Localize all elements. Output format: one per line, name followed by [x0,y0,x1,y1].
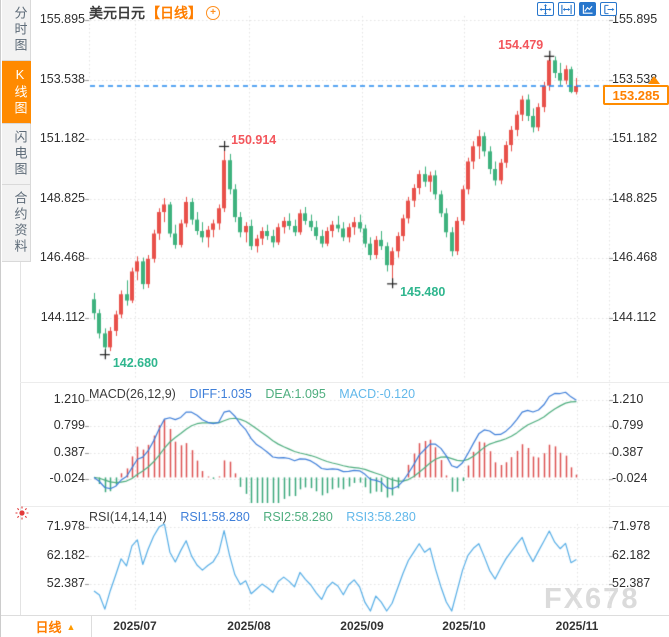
chart-title: 美元日元 【日线】 + [89,3,220,23]
period-tag: 【日线】 [146,5,202,21]
axis-label: 0.387 [53,444,85,459]
period-selector-label: 日线 [35,620,62,635]
macd-hist-value: MACD:-0.120 [339,387,416,401]
time-axis-bar: 日线 ▲ 2025/07 2025/08 2025/09 2025/10 202… [1,615,669,637]
axis-label: 0.799 [53,418,85,433]
axis-label: 1.210 [612,392,644,406]
period-selector-arrow-icon: ▲ [66,621,76,632]
period-selector[interactable]: 日线 ▲ [20,616,92,637]
symbol-name: 美元日元 [89,5,145,21]
date-label: 2025/08 [227,619,271,633]
axis-label: 151.182 [39,131,85,146]
rsi1-value: RSI1:58.280 [180,510,250,524]
price-annotation: 145.480 [400,285,446,300]
price-annotation: 154.479 [498,37,544,52]
axis-label: 153.538 [39,71,85,86]
rsi-params-label: RSI(14,14,14) [89,510,167,524]
axis-label: 62.182 [46,547,85,562]
axis-label: 148.825 [612,190,658,205]
circle-plus-icon[interactable]: + [206,6,220,20]
date-label: 2025/07 [113,619,157,633]
date-label: 2025/10 [442,619,486,633]
crosshair-move-icon[interactable] [537,2,554,16]
current-price-tag: 153.285 [603,85,669,105]
chart-panel-icon[interactable] [579,2,596,16]
axis-label: 153.538 [612,71,658,86]
axis-label: 1.210 [53,392,85,406]
axis-label: 0.387 [612,444,644,459]
axis-label: -0.024 [49,470,85,485]
axis-label: 148.825 [39,190,85,205]
axis-label: 155.895 [612,12,658,26]
date-label: 2025/11 [555,619,599,633]
sun-icon[interactable] [15,506,29,525]
price-up-arrow-icon [648,76,660,84]
axis-label: 144.112 [40,309,85,324]
axis-label: 71.978 [46,519,85,533]
axis-label: 52.387 [612,575,651,590]
macd-diff-value: DIFF:1.035 [189,387,252,401]
macd-dea-value: DEA:1.095 [265,387,326,401]
rsi-header: RSI(14,14,14) RSI1:58.280 RSI2:58.280 RS… [89,510,426,524]
chart-toolbar [537,2,617,16]
macd-header: MACD(26,12,9) DIFF:1.035 DEA:1.095 MACD:… [89,387,425,401]
axis-label: -0.024 [612,470,648,485]
sidebar-item-lightning-chart[interactable]: 闪电图 [1,124,31,185]
axis-label: 146.468 [39,250,85,265]
axis-label: 62.182 [612,547,651,562]
macd-params-label: MACD(26,12,9) [89,387,176,401]
rsi2-value: RSI2:58.280 [263,510,333,524]
axis-label: 0.799 [612,418,644,433]
sidebar-item-contract-info[interactable]: 合约资料 [1,185,31,262]
exit-chart-icon[interactable] [600,2,617,16]
axis-label: 52.387 [46,575,85,590]
date-label: 2025/09 [340,619,384,633]
axis-label: 155.895 [39,12,85,26]
axis-label: 71.978 [612,519,651,533]
sidebar-item-timeshare-chart[interactable]: 分时图 [1,0,31,61]
macd-rsi-separator [20,506,669,507]
axis-label: 146.468 [612,250,658,265]
sidebar-menu: 分时图 K线图 闪电图 合约资料 [1,0,31,262]
price-annotation: 142.680 [112,356,159,371]
sidebar-item-kline-chart[interactable]: K线图 [1,61,31,124]
axis-label: 144.112 [612,309,657,324]
main-macd-separator [20,382,669,383]
rsi3-value: RSI3:58.280 [346,510,416,524]
axis-label: 151.182 [612,131,658,146]
axis-range-icon[interactable] [558,2,575,16]
price-annotation: 150.914 [231,132,277,147]
